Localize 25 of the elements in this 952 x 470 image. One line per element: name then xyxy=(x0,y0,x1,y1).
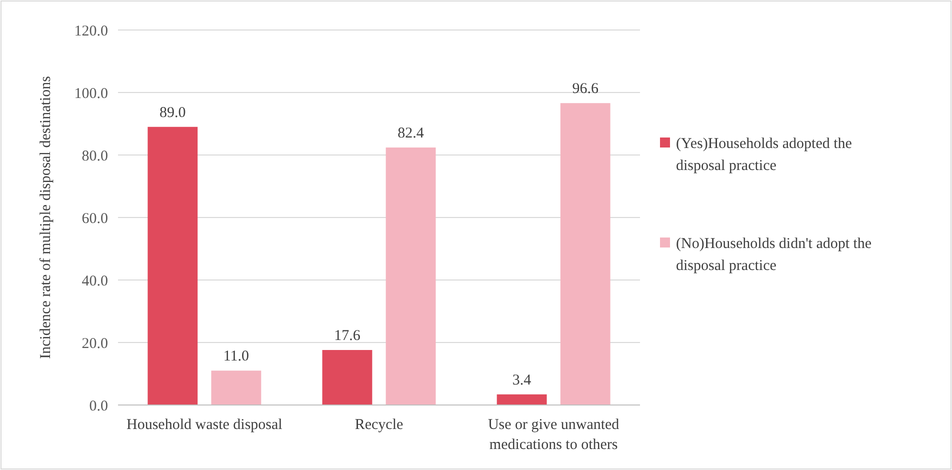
y-tick-label: 120.0 xyxy=(74,23,108,40)
bar xyxy=(560,103,610,405)
data-label: 89.0 xyxy=(160,104,186,121)
data-label: 82.4 xyxy=(398,126,424,142)
y-tick-label: 80.0 xyxy=(82,148,108,164)
y-tick-label: 40.0 xyxy=(82,273,108,290)
legend-label: (No)Households didn't adopt the disposal practice xyxy=(676,236,872,274)
x-tick-label: Use or give unwanted medications to others xyxy=(488,417,620,453)
x-tick-label: Recycle xyxy=(354,417,404,433)
y-tick-label: 0.0 xyxy=(89,398,108,414)
y-tick-label: 20.0 xyxy=(82,336,108,352)
data-label: 17.6 xyxy=(334,328,361,344)
data-label: 3.4 xyxy=(512,372,532,388)
y-tick-label: 60.0 xyxy=(82,210,108,227)
bar xyxy=(211,370,262,405)
legend-label: (Yes)Households adopted the disposal practice xyxy=(676,136,852,174)
y-axis-title: Incidence rate of multiple disposal destinations xyxy=(38,76,54,359)
x-tick-label: Household waste disposal xyxy=(126,417,282,433)
data-label: 11.0 xyxy=(223,348,250,365)
bar xyxy=(386,148,436,405)
bar xyxy=(148,126,198,405)
bar xyxy=(322,350,372,405)
y-tick-label: 100.0 xyxy=(74,86,108,102)
data-label: 96.6 xyxy=(572,81,599,98)
bar xyxy=(496,394,547,405)
